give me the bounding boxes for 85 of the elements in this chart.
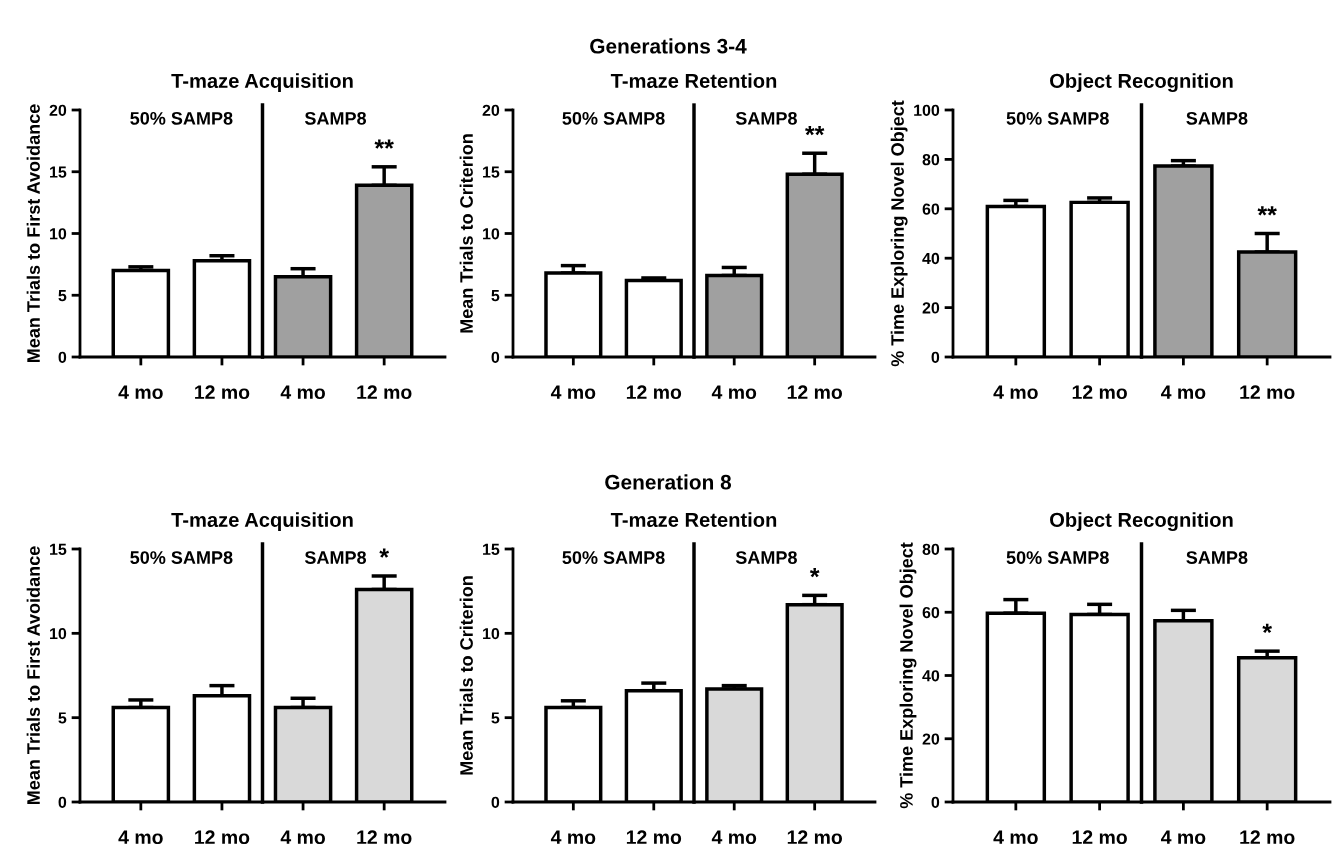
y-tick-label: 40: [922, 252, 940, 265]
annotation: *: [809, 567, 820, 578]
y-tick-label: 0: [931, 796, 940, 808]
y-tick-label: 10: [50, 228, 67, 240]
y-axis-title: Mean Trials to First Avoidance: [26, 546, 40, 805]
y-axis-title: % Time Exploring Novel Object: [899, 542, 917, 809]
y-axis-title: Mean Trials to First Avoidance: [26, 104, 40, 363]
chart-title: T-maze Acquisition: [171, 73, 353, 92]
annotation: **: [374, 139, 394, 149]
x-tick-label: 12 mo: [1072, 830, 1127, 844]
x-tick-label: 4 mo: [118, 385, 163, 400]
annotation: SAMP8: [304, 111, 367, 125]
annotation: **: [805, 125, 825, 136]
chart-title: Object Recognition: [1050, 73, 1233, 93]
y-tick-label: 15: [483, 166, 500, 178]
chart-title: T-maze Retention: [610, 512, 777, 527]
y-tick-label: 60: [922, 606, 940, 619]
y-tick-label: 20: [49, 104, 67, 116]
y-tick-label: 0: [931, 351, 940, 363]
x-tick-label: 4 mo: [1160, 830, 1206, 844]
x-tick-label: 12 mo: [626, 385, 682, 400]
y-tick-label: 10: [50, 627, 67, 640]
chart-title: T-maze Retention: [610, 73, 777, 88]
x-tick-label: 4 mo: [993, 830, 1038, 844]
y-axis-title: Mean Trials to Criterion: [459, 134, 473, 333]
y-tick-label: 60: [922, 203, 940, 215]
y-tick-label: 0: [58, 351, 67, 363]
x-tick-label: 12 mo: [1072, 385, 1127, 400]
y-tick-label: 0: [491, 351, 500, 363]
y-axis-title: Mean Trials to Criterion: [459, 576, 473, 775]
x-tick-label: 12 mo: [787, 385, 843, 400]
y-tick-label: 20: [482, 104, 500, 116]
chart-title: Object Recognition: [1050, 512, 1233, 532]
y-tick-label: 15: [50, 166, 67, 178]
annotation: 50% SAMP8: [130, 111, 233, 125]
y-tick-label: 15: [483, 543, 500, 555]
annotation: 50% SAMP8: [562, 111, 665, 125]
x-tick-label: 12 mo: [787, 830, 843, 844]
x-tick-label: 12 mo: [357, 830, 412, 844]
y-tick-label: 20: [922, 302, 940, 314]
y-tick-label: 20: [922, 733, 940, 745]
y-tick-label: 5: [58, 712, 67, 724]
x-tick-label: 4 mo: [118, 830, 163, 844]
y-tick-label: 5: [491, 290, 500, 302]
y-tick-label: 40: [922, 670, 940, 682]
x-tick-label: 4 mo: [550, 830, 596, 844]
x-tick-label: 12 mo: [195, 385, 250, 400]
annotation: 50% SAMP8: [1006, 111, 1109, 125]
y-tick-label: 0: [491, 796, 500, 808]
x-tick-label: 12 mo: [626, 830, 682, 844]
x-tick-label: 12 mo: [1240, 385, 1295, 400]
chart-title: T-maze Acquisition: [171, 512, 353, 531]
annotation: SAMP8: [304, 551, 367, 564]
annotation: 50% SAMP8: [1006, 551, 1109, 564]
y-tick-label: 100: [914, 104, 940, 116]
y-tick-label: 0: [58, 796, 67, 808]
y-tick-label: 15: [50, 543, 67, 555]
annotation: SAMP8: [735, 111, 797, 125]
y-axis-title: % Time Exploring Novel Object: [890, 100, 908, 367]
y-tick-label: 5: [58, 290, 67, 302]
x-tick-label: 4 mo: [1160, 385, 1206, 400]
annotation: **: [1257, 206, 1277, 216]
text: Generation 8: [605, 474, 732, 490]
y-tick-label: 10: [483, 228, 500, 240]
annotation: 50% SAMP8: [130, 551, 233, 564]
x-tick-label: 4 mo: [280, 385, 325, 400]
x-tick-label: 4 mo: [993, 385, 1038, 400]
annotation: 50% SAMP8: [562, 551, 665, 564]
x-tick-label: 12 mo: [357, 385, 412, 400]
annotation: *: [379, 548, 389, 558]
x-tick-label: 4 mo: [280, 830, 325, 844]
annotation: SAMP8: [1186, 551, 1248, 564]
y-tick-label: 80: [922, 154, 940, 166]
text: Generations 3-4: [590, 38, 747, 54]
annotation: SAMP8: [1186, 111, 1248, 125]
y-tick-label: 10: [483, 627, 500, 640]
x-tick-label: 4 mo: [550, 385, 596, 400]
annotation: SAMP8: [735, 551, 797, 564]
x-tick-label: 4 mo: [711, 385, 757, 400]
x-tick-label: 4 mo: [711, 830, 757, 844]
y-tick-label: 5: [491, 712, 500, 724]
x-tick-label: 12 mo: [195, 830, 250, 844]
annotation: *: [1262, 623, 1272, 633]
y-tick-label: 80: [922, 543, 940, 555]
x-tick-label: 12 mo: [1240, 830, 1295, 844]
